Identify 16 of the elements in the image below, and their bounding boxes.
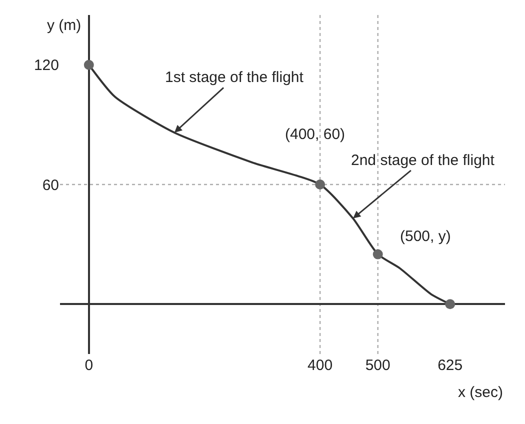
x-axis-title: x (sec) [458,384,504,401]
annotation: 2nd stage of the flight [351,152,496,169]
annotation: 1st stage of the flight [165,69,304,86]
y-axis-title: y (m) [47,17,82,34]
x-tick-label: 400 [308,357,333,374]
x-tick-label: 0 [84,357,94,374]
x-tick-label: 625 [438,357,463,374]
x-tick-label: 500 [365,357,390,374]
point [315,180,326,190]
point [372,249,383,260]
point [445,299,456,310]
y-tick-label: 120 [34,57,59,74]
point [84,60,94,70]
annotation: (500, y) [400,228,451,245]
y-tick-label: 60 [42,176,59,194]
annotation: (400, 60) [285,126,346,143]
